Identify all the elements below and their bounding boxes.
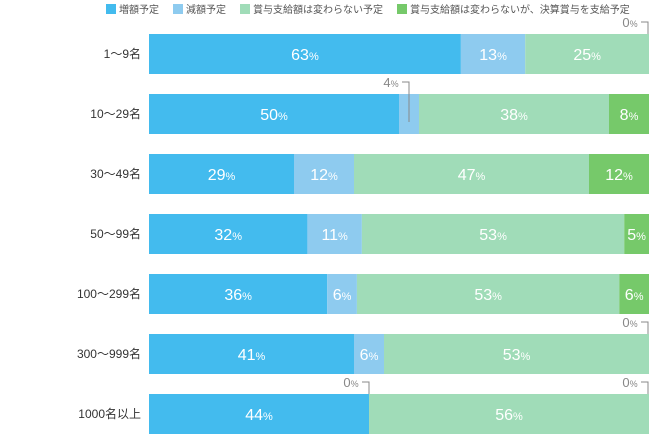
leader-line: [362, 381, 370, 394]
bar-segment: [354, 334, 384, 374]
bar-segment: [384, 334, 649, 374]
data-label: 4%: [383, 75, 398, 90]
bar-segment: [307, 214, 362, 254]
data-label: 0%: [622, 315, 637, 330]
category-label: 30〜49名: [90, 166, 141, 181]
legend-swatch: [173, 3, 183, 14]
legend-item: 減額予定: [173, 1, 226, 16]
data-label: 5%: [627, 227, 646, 244]
data-label: 38%: [500, 107, 528, 124]
category-label: 50〜99名: [90, 226, 141, 241]
data-label: 47%: [458, 167, 486, 184]
data-label: 53%: [503, 347, 531, 364]
data-label: 44%: [245, 407, 273, 424]
data-label: 56%: [495, 407, 523, 424]
data-label: 36%: [224, 287, 252, 304]
category-label: 100〜299名: [77, 286, 141, 301]
data-label: 0%: [343, 375, 358, 390]
leader-line: [641, 381, 649, 394]
bar-segment: [149, 34, 461, 74]
data-label: 0%: [622, 15, 637, 30]
leader-line: [402, 81, 410, 122]
bar-segment: [624, 214, 649, 254]
data-label: 32%: [214, 227, 242, 244]
data-label: 53%: [474, 287, 502, 304]
legend-item: 賞与支給額は変わらない予定: [240, 1, 383, 16]
leader-line: [641, 321, 649, 334]
data-label: 6%: [333, 287, 352, 304]
data-label: 50%: [260, 107, 288, 124]
bar-segment: [149, 94, 399, 134]
category-label: 10〜29名: [90, 106, 141, 121]
legend-label: 賞与支給額は変わらない予定: [253, 5, 383, 16]
bar-segment: [327, 274, 357, 314]
bar-segment: [356, 274, 620, 314]
data-label: 63%: [291, 47, 319, 64]
legend-label: 増額予定: [119, 5, 159, 16]
bar-segment: [149, 154, 294, 194]
category-label: 1000名以上: [78, 406, 141, 421]
data-label: 25%: [573, 47, 601, 64]
data-label: 12%: [310, 167, 338, 184]
bar-segment: [609, 94, 649, 134]
legend-label: 減額予定: [186, 5, 226, 16]
legend-item: 増額予定: [106, 1, 159, 16]
category-label: 1〜9名: [104, 46, 141, 61]
data-label: 13%: [479, 47, 507, 64]
data-label: 53%: [479, 227, 507, 244]
legend-item: 賞与支給額は変わらないが、決算賞与を支給予定: [397, 1, 630, 16]
category-label: 300〜999名: [77, 346, 141, 361]
bar-segment: [589, 154, 649, 194]
bar-segment: [369, 394, 649, 434]
bar-segment: [460, 34, 526, 74]
data-label: 6%: [625, 287, 644, 304]
legend-swatch: [106, 3, 116, 14]
bar-segment: [361, 214, 625, 254]
legend-swatch: [397, 3, 407, 14]
data-label: 12%: [605, 167, 633, 184]
data-label: 8%: [620, 107, 639, 124]
legend: 増額予定 減額予定 賞与支給額は変わらない予定 賞与支給額は変わらないが、決算賞与を支…: [106, 1, 630, 16]
bar-segment: [149, 214, 308, 254]
bar-segment: [419, 94, 609, 134]
bar-segment: [619, 274, 649, 314]
data-label: 41%: [238, 347, 266, 364]
bar-segment: [149, 394, 369, 434]
bar-segment: [294, 154, 354, 194]
bar-segment: [149, 334, 354, 374]
data-label: 0%: [622, 375, 637, 390]
legend-label: 賞与支給額は変わらないが、決算賞与を支給予定: [410, 5, 630, 16]
bar-segment: [525, 34, 649, 74]
legend-swatch: [240, 3, 250, 14]
data-label: 11%: [321, 227, 348, 244]
data-label: 6%: [360, 347, 379, 364]
bar-segment: [354, 154, 589, 194]
data-label: 29%: [208, 167, 236, 184]
bar-segment: [149, 274, 328, 314]
leader-line: [641, 21, 649, 34]
